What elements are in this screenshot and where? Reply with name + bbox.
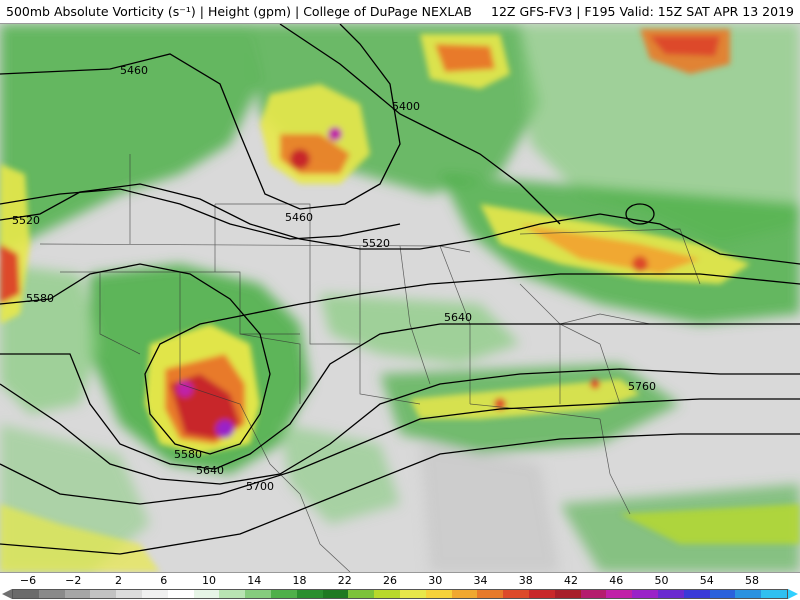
colorbar-tick-label: −6 xyxy=(19,574,37,587)
contour-5700 xyxy=(0,368,800,485)
colorbar-strip xyxy=(12,589,788,599)
colorbar-cell xyxy=(116,590,142,598)
colorbar-cell xyxy=(245,590,271,598)
colorbar-cell xyxy=(38,590,65,598)
colorbar-cell xyxy=(270,590,297,598)
contour-label: 5460 xyxy=(285,211,313,224)
colorbar-tick-label: 50 xyxy=(654,574,669,587)
colorbar-cell xyxy=(90,590,117,598)
contour-label: 5640 xyxy=(196,464,224,477)
contour-5580 xyxy=(0,263,800,455)
colorbar-under-arrow xyxy=(2,589,12,599)
contour-5460 xyxy=(0,188,401,240)
colorbar-cell xyxy=(374,590,400,598)
colorbar-tick-label: 6 xyxy=(160,574,168,587)
colorbar-tick-label: 46 xyxy=(609,574,624,587)
colorbar-tick-label: 14 xyxy=(247,574,262,587)
colorbar-tick-label: 38 xyxy=(518,574,533,587)
vorticity-fill-maxima xyxy=(0,29,800,572)
colorbar-cell xyxy=(64,590,91,598)
colorbar-cell xyxy=(709,590,736,598)
contour-5520 xyxy=(0,183,800,265)
map-header: 500mb Absolute Vorticity (s⁻¹) | Height … xyxy=(0,0,800,24)
contour-label: 5760 xyxy=(628,380,656,393)
colorbar-cell xyxy=(554,590,581,598)
contour-label: 5640 xyxy=(444,311,472,324)
contour-label: 5520 xyxy=(362,237,390,250)
colorbar-tick-label: 26 xyxy=(383,574,397,587)
contour-labels: 5460 5400 5460 5520 5520 5580 5580 5640 … xyxy=(12,64,656,493)
contour-5640 xyxy=(0,323,800,470)
colorbar-cell xyxy=(348,590,375,598)
colorbar-cell xyxy=(657,590,684,598)
colorbar-tick-label: 18 xyxy=(292,574,307,587)
colorbar-tick-label: 42 xyxy=(564,574,578,587)
colorbar-tick-label: 34 xyxy=(473,574,488,587)
colorbar-tick-label: 58 xyxy=(745,574,759,587)
contour-label: 5460 xyxy=(120,64,148,77)
contour-5400 xyxy=(279,24,561,225)
model-run-info: 12Z GFS-FV3 | F195 Valid: 15Z SAT APR 13… xyxy=(491,4,794,19)
colorbar-tick-label: 2 xyxy=(115,574,122,587)
vorticity-map: 5460 5400 5460 5520 5520 5580 5580 5640 … xyxy=(0,24,800,572)
contour-label: 5520 xyxy=(12,214,40,227)
contour-closed-low xyxy=(625,203,655,225)
colorbar-cell xyxy=(167,590,194,598)
vorticity-colorbar: −6 −2 2 6 10 14 18 22 26 30 34 38 42 46 50 54 58 xyxy=(0,572,800,600)
colorbar-cell xyxy=(735,590,762,598)
colorbar-cell xyxy=(322,590,349,598)
colorbar-cell xyxy=(219,590,246,598)
colorbar-cell xyxy=(193,590,220,598)
colorbar-cell xyxy=(683,590,710,598)
colorbar-cell xyxy=(761,590,787,598)
contour-label: 5400 xyxy=(392,100,420,113)
height-contours xyxy=(0,24,800,555)
colorbar-cell xyxy=(503,590,529,598)
contour-label: 5580 xyxy=(174,448,202,461)
contour-5760 xyxy=(0,398,800,505)
colorbar-cell xyxy=(580,590,607,598)
colorbar-cell xyxy=(451,590,478,598)
contour-label: 5580 xyxy=(26,292,54,305)
colorbar-tick-label: 54 xyxy=(699,574,714,587)
colorbar-tick-label: −2 xyxy=(65,574,82,587)
colorbar-tick-label: 10 xyxy=(202,574,216,587)
colorbar-cell xyxy=(528,590,555,598)
colorbar-cell xyxy=(606,590,633,598)
colorbar-cell xyxy=(425,590,452,598)
contour-5460-north xyxy=(0,24,401,210)
map-title: 500mb Absolute Vorticity (s⁻¹) | Height … xyxy=(6,4,472,19)
colorbar-tick-label: 22 xyxy=(337,574,352,587)
colorbar-cell xyxy=(13,590,39,598)
contour-5820 xyxy=(0,433,800,555)
colorbar-ticks: −6 −2 2 6 10 14 18 22 26 30 34 38 42 46 50 54 58 xyxy=(0,574,800,588)
colorbar-tick-label: 30 xyxy=(428,574,443,587)
contour-label: 5700 xyxy=(246,480,274,493)
colorbar-cell xyxy=(141,590,168,598)
colorbar-cell xyxy=(632,590,658,598)
colorbar-cell xyxy=(399,590,426,598)
colorbar-cell xyxy=(477,590,504,598)
colorbar-over-arrow xyxy=(788,589,798,599)
colorbar-cell xyxy=(296,590,323,598)
